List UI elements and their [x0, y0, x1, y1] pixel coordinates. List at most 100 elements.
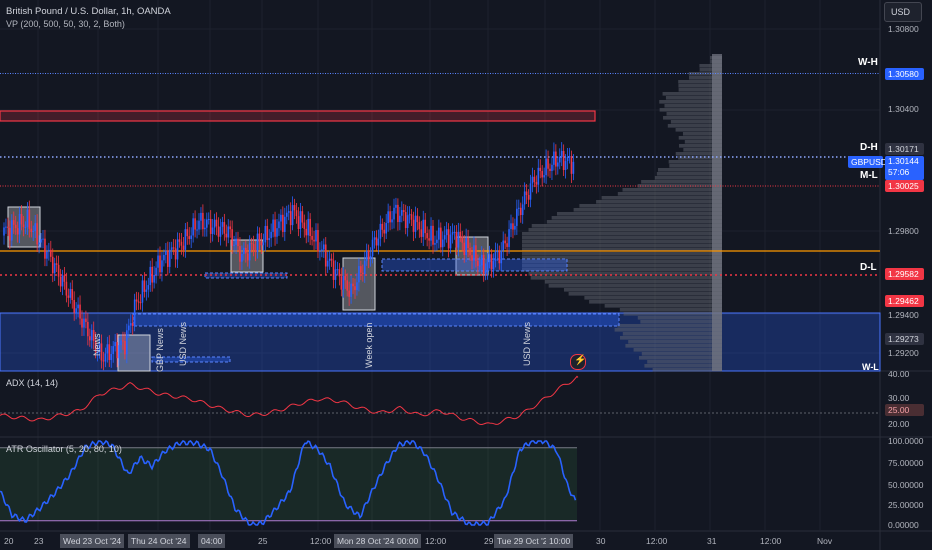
volume-profile-bar [633, 348, 722, 352]
candle-body [510, 223, 512, 230]
volume-profile-bar [522, 252, 722, 256]
candle-body [557, 162, 559, 167]
candle-body [379, 223, 382, 239]
volume-profile-bar [678, 136, 722, 140]
candle-body [225, 233, 228, 238]
candle-body [215, 219, 218, 227]
time-badge: Mon 28 Oct '24 [334, 534, 398, 548]
bar-countdown: 57:06 [888, 167, 910, 177]
time-badge: Wed 23 Oct '24 [60, 534, 125, 548]
volume-profile-bar [665, 96, 722, 100]
price-tick: 1.29200 [888, 348, 919, 358]
candle-body [159, 255, 161, 273]
candle-body [11, 220, 13, 241]
adx-title: ADX (14, 14) [6, 378, 59, 388]
volume-profile-bar [659, 108, 722, 112]
candle-body [252, 244, 255, 251]
candle-body [477, 260, 479, 266]
candle-body [198, 220, 200, 230]
candle-body [467, 237, 469, 249]
candle-body [558, 156, 561, 163]
candle-body [284, 216, 286, 232]
candle-body [397, 204, 399, 223]
time-tick: 12:00 [310, 536, 332, 546]
candle-body [369, 255, 372, 260]
candle-body [432, 225, 434, 245]
volume-profile-bar [666, 112, 722, 116]
volume-profile-bar [530, 276, 722, 280]
candle-body [457, 231, 460, 248]
candle-body [430, 225, 432, 241]
time-badge: 10:00 [546, 534, 574, 548]
candle-body [128, 325, 130, 331]
candle-body [110, 353, 113, 361]
candle-body [324, 244, 327, 267]
candle-body [192, 218, 194, 236]
candle-body [53, 263, 56, 274]
candle-body [153, 274, 155, 283]
candle-body [219, 226, 222, 237]
time-tick: 12:00 [646, 536, 668, 546]
candle-body [543, 175, 545, 178]
volume-profile-bar [654, 176, 722, 180]
time-tick: 20 [4, 536, 14, 546]
atr-tick: 25.00000 [888, 500, 924, 510]
candle-body [451, 232, 454, 235]
candle-body [112, 346, 114, 354]
candle-body [539, 167, 542, 171]
volume-profile-bar [617, 192, 722, 196]
candle-body [176, 239, 179, 260]
candle-body [59, 276, 62, 287]
alert-icon[interactable]: ⚡ [570, 354, 586, 370]
candle-body [560, 150, 563, 157]
candle-body [297, 216, 300, 229]
currency-label: USD [891, 7, 911, 17]
candle-body [14, 224, 17, 229]
candle-body [229, 226, 231, 230]
volume-profile-bar [563, 288, 722, 292]
candle-body [568, 156, 571, 158]
candle-body [305, 228, 308, 236]
volume-profile-bar [544, 280, 722, 284]
candle-body [303, 222, 306, 229]
time-tick: 23 [34, 536, 44, 546]
candle-body [441, 239, 444, 248]
candle-body [67, 295, 70, 298]
candle-body [545, 158, 547, 176]
volume-profile-bar [522, 244, 722, 248]
candle-body [75, 308, 77, 313]
price-tick: 1.29400 [888, 310, 919, 320]
weekly-high-label: W-H [858, 57, 878, 68]
candle-body [488, 254, 491, 263]
candle-body [455, 231, 458, 248]
ml-price-tag: 1.30025 [885, 180, 924, 192]
candle-body [469, 248, 471, 256]
candle-body [348, 290, 350, 297]
candle-body [38, 242, 40, 245]
candle-body [527, 194, 530, 200]
candle-body [434, 243, 436, 245]
volume-profile-bar [546, 220, 722, 224]
volume-profile-bar [522, 232, 722, 236]
candle-body [453, 231, 456, 233]
candle-body [270, 231, 272, 239]
atr-line [0, 439, 577, 526]
candle-body [85, 318, 87, 322]
adx-line [0, 375, 579, 426]
candle-body [168, 249, 171, 267]
volume-profile-bar [637, 316, 722, 320]
volume-profile-bar [699, 68, 722, 72]
currency-button[interactable]: USD [884, 2, 922, 22]
candle-body [116, 342, 118, 359]
candle-body [151, 266, 153, 283]
candle-body [280, 214, 282, 222]
candle-body [426, 233, 428, 239]
candle-body [344, 275, 347, 281]
volume-profile-bar [641, 352, 722, 356]
candle-body [90, 330, 93, 341]
candle-body [447, 229, 450, 249]
candle-body [163, 254, 165, 261]
candle-body [34, 223, 36, 231]
volume-profile-bar [668, 160, 722, 164]
